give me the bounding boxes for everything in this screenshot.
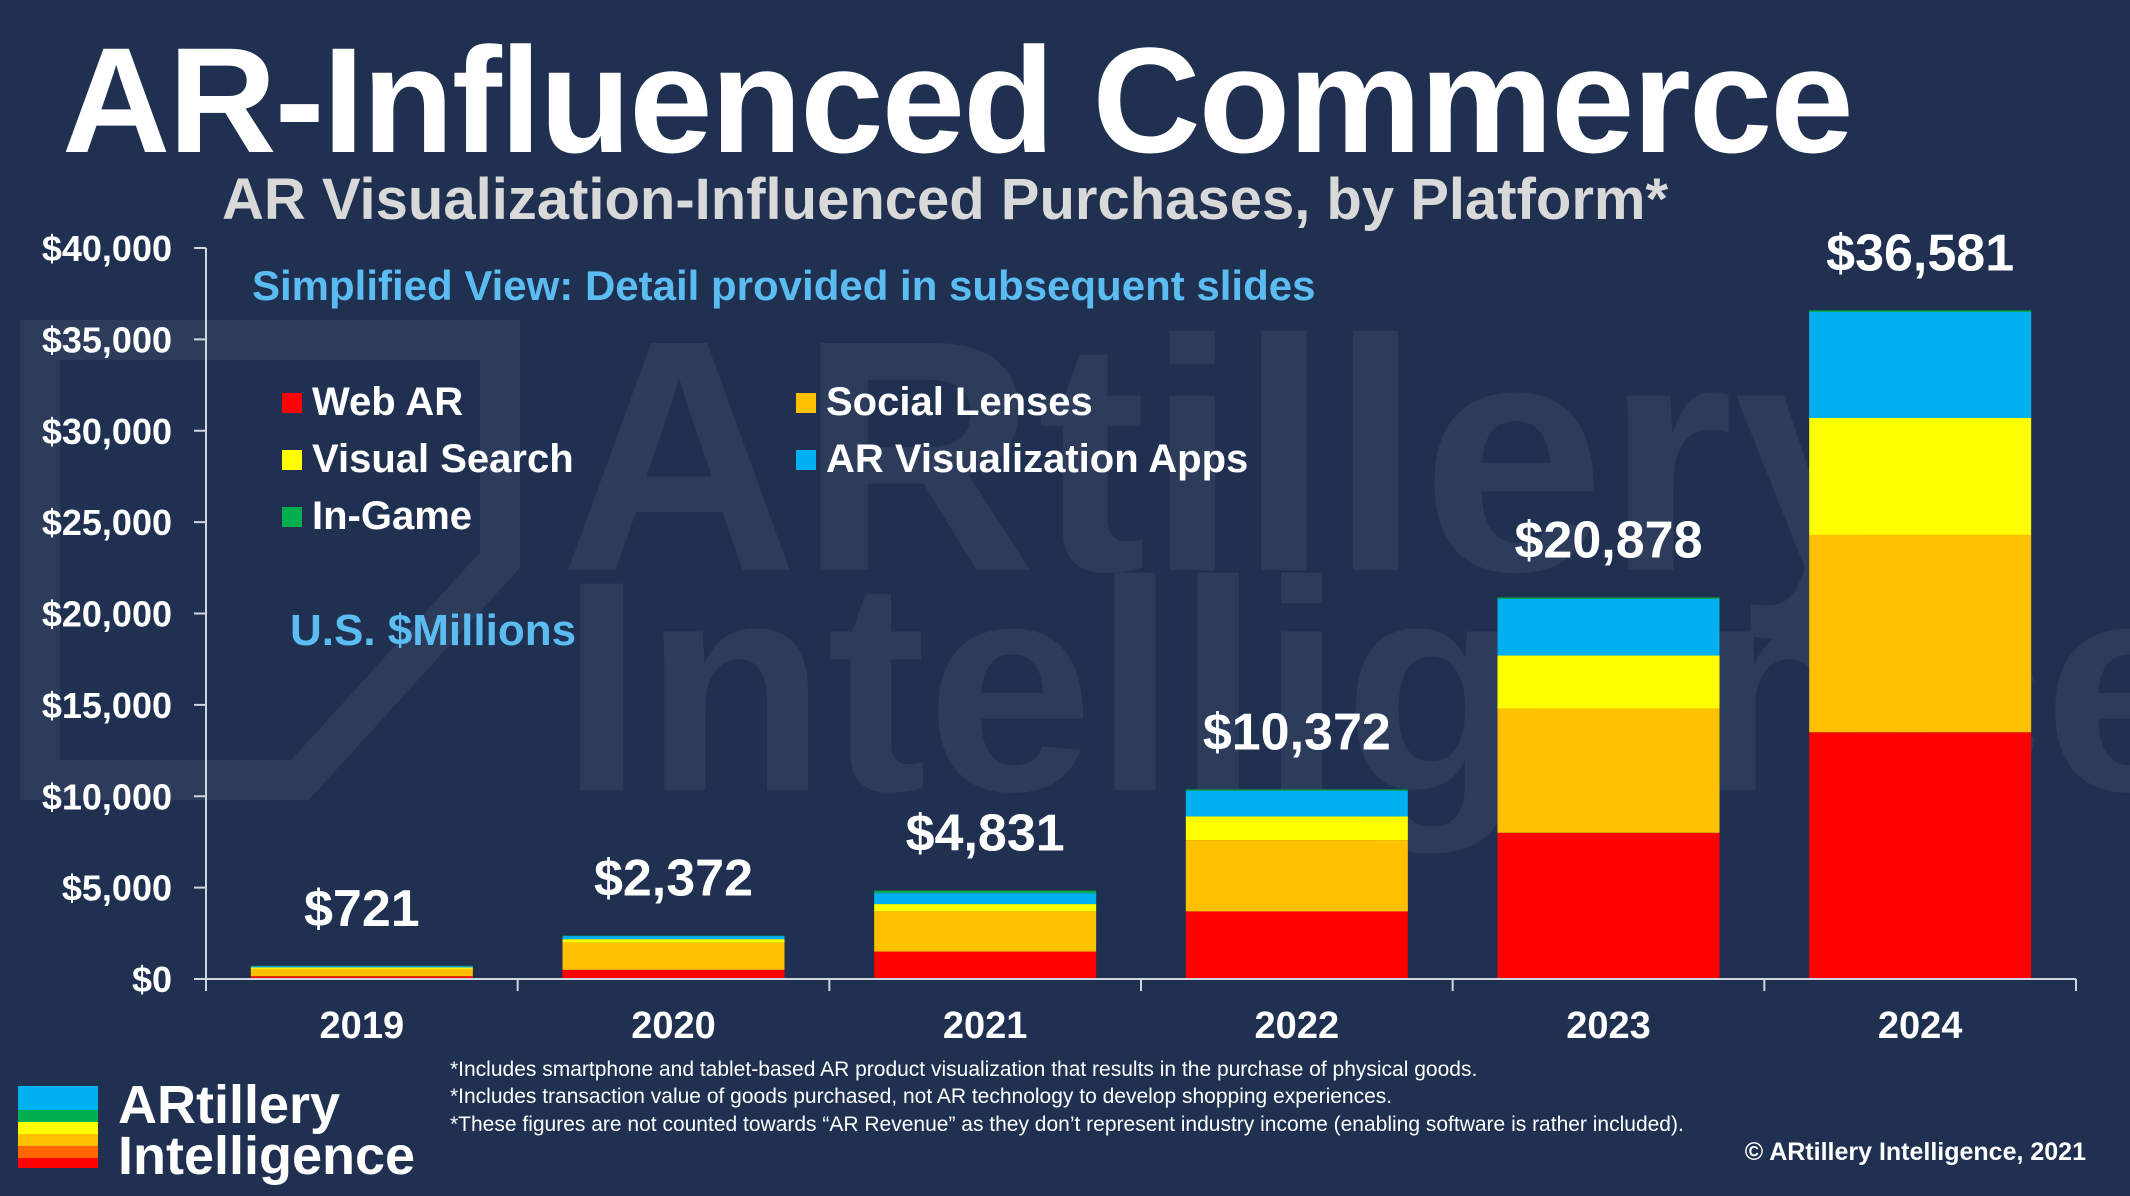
legend-swatch-in-game [282, 506, 302, 527]
bar-segment-ar-visualization-apps-2019 [250, 966, 473, 968]
bar-segment-in-game-2023 [1497, 597, 1720, 599]
y-tick-label: $15,000 [42, 685, 172, 726]
bar-segment-social-lenses-2019 [250, 968, 473, 977]
bar-segment-ar-visualization-apps-2024 [1809, 311, 2032, 418]
y-tick-label: $30,000 [42, 411, 172, 452]
bar-segment-social-lenses-2023 [1497, 708, 1720, 833]
legend-item-visual-search: Visual Search [282, 437, 574, 482]
bar-segment-social-lenses-2020 [562, 942, 785, 970]
bar-segment-web-ar-2022 [1185, 911, 1408, 979]
y-tick-label: $35,000 [42, 319, 172, 360]
svg-text:ARtillery: ARtillery [560, 271, 1919, 642]
legend-label-web-ar: Web AR [312, 380, 464, 424]
bar-segment-in-game-2024 [1809, 310, 2032, 312]
footnote-1: *Includes smartphone and tablet-based AR… [450, 1058, 1478, 1081]
footnote-2: *Includes transaction value of goods pur… [450, 1085, 1393, 1109]
bar-segment-web-ar-2023 [1497, 832, 1720, 979]
legend-item-ar-visualization-apps: AR Visualization Apps [796, 437, 1248, 482]
x-tick-label-2020: 2020 [631, 1005, 716, 1047]
legend-label-social-lenses: Social Lenses [826, 380, 1093, 424]
total-label-2021: $4,831 [906, 805, 1065, 863]
bar-segment-in-game-2022 [1185, 789, 1408, 791]
legend-label-ar-visualization-apps: AR Visualization Apps [826, 437, 1249, 481]
legend-swatch-visual-search [282, 449, 302, 470]
bar-segment-visual-search-2023 [1497, 655, 1720, 709]
bar-segment-ar-visualization-apps-2023 [1497, 598, 1720, 656]
artillery-logo: ARtillery Intelligence [18, 1075, 438, 1187]
bar-segment-web-ar-2019 [250, 976, 473, 979]
bar-segment-visual-search-2019 [250, 967, 473, 969]
bar-segment-web-ar-2020 [562, 969, 785, 979]
y-tick-label: $40,000 [42, 228, 172, 269]
legend-swatch-ar-visualization-apps [796, 449, 816, 470]
bar-segment-visual-search-2021 [874, 904, 1097, 912]
total-label-2024: $36,581 [1826, 224, 2014, 282]
bar-segment-social-lenses-2024 [1809, 534, 2032, 733]
page-title: AR-Influenced Commerce [62, 16, 1854, 184]
copyright: © ARtillery Intelligence, 2021 [1744, 1138, 2086, 1166]
legend-swatch-social-lenses [796, 392, 816, 413]
simplified-view-note: Simplified View: Detail provided in subs… [252, 262, 1316, 309]
bar-segment-social-lenses-2021 [874, 911, 1097, 952]
total-label-2019: $721 [304, 880, 420, 938]
logo-text: ARtillery Intelligence [118, 1075, 416, 1187]
y-tick-label: $10,000 [42, 776, 172, 817]
bar-segment-ar-visualization-apps-2022 [1185, 790, 1408, 817]
bar-segment-visual-search-2020 [562, 939, 785, 943]
bar-segment-ar-visualization-apps-2021 [874, 893, 1097, 905]
x-tick-label-2021: 2021 [943, 1005, 1028, 1047]
x-tick-label-2023: 2023 [1566, 1005, 1651, 1047]
y-tick-label: $25,000 [42, 502, 172, 543]
bar-segment-in-game-2021 [874, 890, 1097, 894]
x-tick-label-2019: 2019 [320, 1005, 405, 1047]
units-note: U.S. $Millions [290, 606, 577, 655]
y-tick-label: $5,000 [62, 868, 172, 909]
bar-segment-web-ar-2024 [1809, 732, 2032, 979]
logo-line-2: Intelligence [118, 1126, 416, 1187]
y-tick-label: $20,000 [42, 594, 172, 635]
bar-segment-social-lenses-2022 [1185, 840, 1408, 912]
legend-label-visual-search: Visual Search [312, 437, 574, 481]
chart-subtitle: AR Visualization-Influenced Purchases, b… [222, 167, 1669, 232]
legend-item-social-lenses: Social Lenses [796, 380, 1093, 425]
bar-segment-visual-search-2022 [1185, 816, 1408, 841]
legend-item-web-ar: Web AR [282, 380, 463, 425]
total-label-2023: $20,878 [1515, 511, 1703, 569]
x-tick-label-2024: 2024 [1878, 1005, 1963, 1047]
bar-segment-web-ar-2021 [874, 951, 1097, 979]
legend-swatch-web-ar [282, 392, 302, 413]
logo-mark-icon [18, 1086, 98, 1168]
total-label-2020: $2,372 [594, 850, 753, 908]
legend-item-in-game: In-Game [282, 494, 472, 539]
footnotes: *Includes smartphone and tablet-based AR… [450, 1056, 1684, 1138]
y-tick-label: $0 [132, 959, 172, 1000]
logo-line-1: ARtillery [118, 1075, 341, 1135]
footnote-3: *These figures are not counted towards “… [450, 1112, 1684, 1136]
bar-segment-visual-search-2024 [1809, 417, 2032, 535]
total-label-2022: $10,372 [1203, 703, 1391, 761]
bar-segment-ar-visualization-apps-2020 [562, 936, 785, 940]
legend-label-in-game: In-Game [312, 494, 473, 538]
x-tick-label-2022: 2022 [1255, 1005, 1340, 1047]
